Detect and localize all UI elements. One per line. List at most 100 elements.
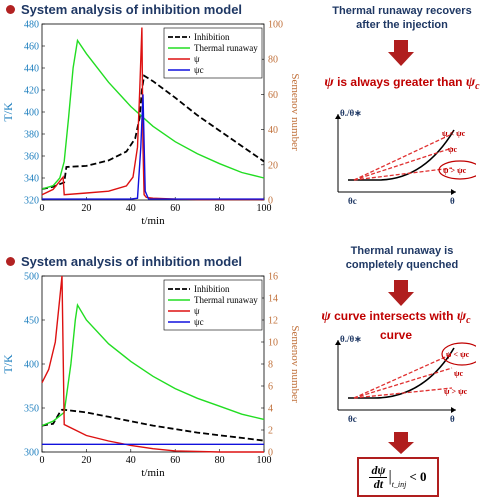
sketch-x-label: θ [450,196,455,206]
y-tick-label: 320 [24,196,39,207]
y2-tick-label: 12 [268,316,278,327]
legend-label: Thermal runaway [194,43,258,53]
legend-label: Inhibition [194,32,230,42]
sketch-line-lt [353,353,453,399]
x-axis-label: t/min [141,215,165,227]
y2-tick-label: 6 [268,382,273,393]
sketch-label-lt: ψ < ψc [446,350,470,359]
x-tick-label: 20 [81,203,91,214]
sketch-line-eq [353,147,453,181]
sketch-curve [348,347,455,399]
y-tick-label: 340 [24,174,39,185]
sketch-2: θ./θ∗ θ θc ψ < ψc ψc ψ > ψc [335,334,476,424]
down-arrow-icon [388,280,414,306]
legend-label: ψc [194,317,204,327]
x-tick-label: 80 [215,455,225,466]
y2-tick-label: 4 [268,404,273,415]
y-axis-label: T/K [1,102,15,122]
y2-tick-label: 40 [268,125,278,136]
y2-tick-label: 10 [268,338,278,349]
legend-label: ψc [194,65,204,75]
sketch-line-eq [353,367,453,399]
legend-label: ψ [194,54,200,64]
section-header-1-text: System analysis of inhibition model [21,2,243,17]
note-recovers: Thermal runaway recovers after the injec… [322,4,482,32]
down-arrow-icon [388,432,414,454]
section-header-2: System analysis of inhibition model [6,254,242,269]
x-tick-label: 0 [40,203,45,214]
sketch-curve [348,129,455,181]
note-recovers-line2: after the injection [356,19,448,31]
note-always-greater-text: is always greater than [337,75,463,89]
section-header-2-text: System analysis of inhibition model [21,254,243,269]
bullet-icon [6,257,15,266]
x-axis-label: t/min [141,467,165,479]
y-tick-label: 400 [24,108,39,119]
x-tick-label: 60 [170,203,180,214]
x-tick-label: 100 [257,455,272,466]
legend-label: Thermal runaway [194,295,258,305]
y2-axis-label: Semenov number [289,73,300,151]
sketch-1: θ./θ∗ θ θc ψ < ψc ψc ψ > ψc [335,108,476,206]
formula-subscript: t_inj [391,480,407,489]
sketch-y-label: θ./θ∗ [340,108,362,118]
formula-numerator: dψ [369,462,388,478]
y2-tick-label: 8 [268,360,273,371]
formula-relation: < 0 [409,469,427,484]
note-quenched-line1: Thermal runaway is [350,245,454,257]
y2-tick-label: 20 [268,160,278,171]
x-tick-label: 80 [215,203,225,214]
y2-tick-label: 0 [268,448,273,459]
y-tick-label: 440 [24,64,39,75]
series-line-ψc [42,94,264,200]
series-line-thermal-runaway [41,302,265,427]
y-tick-label: 460 [24,42,39,53]
sketch-theta-c: θc [348,414,357,424]
bullet-icon [6,5,15,14]
y-tick-label: 300 [24,448,39,459]
y2-tick-label: 80 [268,55,278,66]
down-arrow-icon [388,40,414,66]
note-intersects-suffix: curve [379,328,413,342]
y-tick-label: 500 [24,272,39,283]
y2-tick-label: 100 [268,20,283,31]
note-intersects: ψ curve intersects with ψc curve [306,309,486,342]
section-header-1: System analysis of inhibition model [6,2,242,17]
psi-symbol: ψ [324,75,334,90]
y-tick-label: 380 [24,130,39,141]
note-recovers-line1: Thermal runaway recovers [332,5,472,17]
y2-axis-label: Semenov number [289,325,300,403]
note-intersects-text: curve intersects with [334,309,454,323]
legend-label: ψ [194,306,200,316]
highlight-ellipse [438,160,476,180]
sketch-label-eq: ψc [448,145,458,154]
y-tick-label: 480 [24,20,39,31]
series-line-inhibition [41,408,265,442]
psi-c-subscript: c [475,81,480,92]
legend-label: Inhibition [194,284,230,294]
y-tick-label: 450 [24,316,39,327]
x-tick-label: 40 [126,203,136,214]
x-tick-label: 40 [126,455,136,466]
sketch-label-lt: ψ < ψc [442,129,466,138]
y-tick-label: 400 [24,360,39,371]
formula-box: dψ dt | t_inj < 0 [357,457,439,497]
note-always-greater: ψ is always greater than ψc [318,75,486,94]
y2-tick-label: 2 [268,426,273,437]
psi-c-symbol: ψ [456,309,467,324]
psi-c-symbol: ψ [465,75,476,90]
y-tick-label: 420 [24,86,39,97]
sketch-line-gt [353,167,453,181]
y2-tick-label: 60 [268,90,278,101]
sketch-theta-c: θc [348,196,357,206]
arrowhead-icon [335,340,341,345]
arrowhead-icon [451,407,456,413]
psi-symbol: ψ [321,309,331,324]
y-axis-label: T/K [1,354,15,374]
chart-1: 0 20 40 60 80 100 320 340 360 380 400 420 440 460 480 0… [1,20,300,228]
note-quenched-line2: completely quenched [345,259,459,271]
y-tick-label: 360 [24,152,39,163]
sketch-line-lt [353,133,453,181]
chart-2: 0 20 40 60 80 100 300 350 400 450 500 0 2 4 6 8 10 12 14 16… [1,272,300,480]
series-line-thermal-runaway [41,38,265,190]
